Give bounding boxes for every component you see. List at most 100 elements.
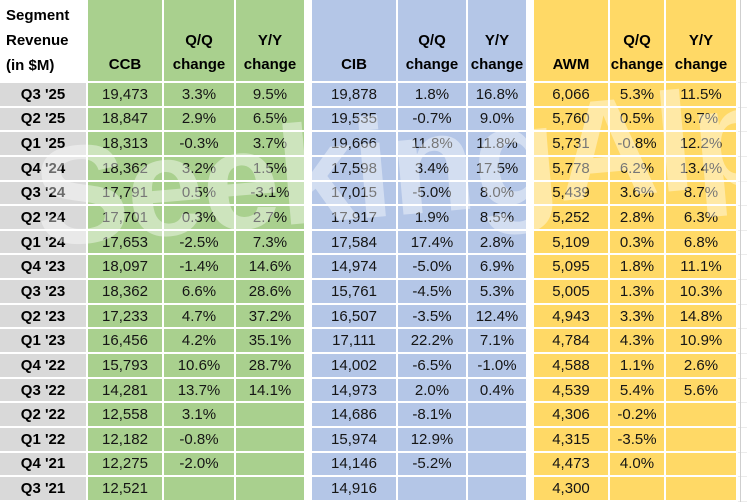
header-awm[interactable]: AWM xyxy=(534,0,610,83)
cell-awm-qq-change[interactable]: 0.5% xyxy=(610,107,666,133)
cell-awm-revenue[interactable]: 4,588 xyxy=(534,354,610,379)
cell-awm-yy-change[interactable]: 8.7% xyxy=(666,181,738,207)
cell-ccb-qq-change[interactable]: 0.3% xyxy=(164,206,236,231)
cell-ccb-revenue[interactable]: 18,313 xyxy=(88,132,164,157)
cell-cib-qq-change[interactable]: -5.0% xyxy=(398,181,468,207)
cell-awm-revenue[interactable]: 5,005 xyxy=(534,280,610,305)
cell-cib-yy-change[interactable]: 16.8% xyxy=(468,83,528,108)
cell-awm-revenue[interactable]: 5,252 xyxy=(534,206,610,231)
cell-ccb-yy-change[interactable] xyxy=(236,452,306,478)
cell-ccb-yy-change[interactable]: -3.1% xyxy=(236,181,306,207)
cell-cib-yy-change[interactable]: 8.0% xyxy=(468,181,528,207)
cell-cib-qq-change[interactable]: 22.2% xyxy=(398,329,468,355)
header-cib-yy-change[interactable]: Y/Y change xyxy=(468,0,528,83)
cell-ccb-qq-change[interactable]: -1.4% xyxy=(164,255,236,281)
cell-cib-revenue[interactable]: 14,916 xyxy=(312,477,398,502)
cell-ccb-qq-change[interactable]: -0.3% xyxy=(164,132,236,157)
cell-cib-qq-change[interactable]: 17.4% xyxy=(398,230,468,256)
cell-awm-revenue[interactable]: 4,315 xyxy=(534,427,610,453)
cell-cib-qq-change[interactable]: -4.5% xyxy=(398,280,468,305)
cell-ccb-revenue[interactable]: 18,362 xyxy=(88,280,164,305)
cell-cib-revenue[interactable]: 16,507 xyxy=(312,304,398,330)
cell-cib-qq-change[interactable]: 11.8% xyxy=(398,132,468,157)
cell-awm-qq-change[interactable]: 1.8% xyxy=(610,255,666,281)
cell-ccb-qq-change[interactable]: 3.3% xyxy=(164,83,236,108)
cell-awm-qq-change[interactable]: 4.3% xyxy=(610,329,666,355)
cell-ccb-qq-change[interactable]: 13.7% xyxy=(164,378,236,404)
cell-awm-revenue[interactable]: 5,731 xyxy=(534,132,610,157)
quarter-label[interactable]: Q2 '25 xyxy=(0,107,88,133)
cell-ccb-qq-change[interactable]: 3.2% xyxy=(164,156,236,182)
cell-awm-yy-change[interactable]: 11.5% xyxy=(666,83,738,108)
cell-cib-yy-change[interactable] xyxy=(468,403,528,428)
cell-cib-qq-change[interactable]: -6.5% xyxy=(398,354,468,379)
cell-ccb-revenue[interactable]: 18,847 xyxy=(88,107,164,133)
cell-cib-yy-change[interactable]: 11.8% xyxy=(468,132,528,157)
cell-awm-yy-change[interactable]: 6.8% xyxy=(666,230,738,256)
quarter-label[interactable]: Q1 '24 xyxy=(0,230,88,256)
cell-ccb-yy-change[interactable]: 3.7% xyxy=(236,132,306,157)
cell-ccb-revenue[interactable]: 15,793 xyxy=(88,354,164,379)
quarter-label[interactable]: Q1 '23 xyxy=(0,329,88,355)
cell-cib-qq-change[interactable]: -8.1% xyxy=(398,403,468,428)
cell-awm-qq-change[interactable]: 3.6% xyxy=(610,181,666,207)
cell-ccb-yy-change[interactable]: 14.6% xyxy=(236,255,306,281)
cell-ccb-revenue[interactable]: 16,456 xyxy=(88,329,164,355)
cell-cib-yy-change[interactable]: 2.8% xyxy=(468,230,528,256)
cell-awm-qq-change[interactable]: 2.8% xyxy=(610,206,666,231)
cell-cib-yy-change[interactable]: 7.1% xyxy=(468,329,528,355)
cell-awm-revenue[interactable]: 4,539 xyxy=(534,378,610,404)
cell-awm-yy-change[interactable]: 9.7% xyxy=(666,107,738,133)
cell-ccb-yy-change[interactable]: 35.1% xyxy=(236,329,306,355)
cell-awm-yy-change[interactable] xyxy=(666,427,738,453)
cell-ccb-revenue[interactable]: 14,281 xyxy=(88,378,164,404)
cell-ccb-revenue[interactable]: 19,473 xyxy=(88,83,164,108)
cell-awm-qq-change[interactable] xyxy=(610,477,666,502)
quarter-label[interactable]: Q4 '24 xyxy=(0,156,88,182)
cell-awm-qq-change[interactable]: 0.3% xyxy=(610,230,666,256)
cell-awm-yy-change[interactable]: 12.2% xyxy=(666,132,738,157)
cell-awm-yy-change[interactable]: 10.3% xyxy=(666,280,738,305)
cell-cib-yy-change[interactable]: -1.0% xyxy=(468,354,528,379)
cell-awm-qq-change[interactable]: -0.8% xyxy=(610,132,666,157)
corner-header-cell[interactable]: Segment Revenue (in $M) xyxy=(0,0,88,83)
cell-ccb-revenue[interactable]: 12,558 xyxy=(88,403,164,428)
cell-cib-revenue[interactable]: 17,598 xyxy=(312,156,398,182)
cell-ccb-yy-change[interactable] xyxy=(236,403,306,428)
cell-cib-yy-change[interactable]: 17.5% xyxy=(468,156,528,182)
cell-ccb-revenue[interactable]: 17,701 xyxy=(88,206,164,231)
quarter-label[interactable]: Q4 '21 xyxy=(0,452,88,478)
cell-awm-revenue[interactable]: 4,473 xyxy=(534,452,610,478)
cell-cib-revenue[interactable]: 14,002 xyxy=(312,354,398,379)
cell-cib-qq-change[interactable]: 3.4% xyxy=(398,156,468,182)
cell-cib-revenue[interactable]: 19,878 xyxy=(312,83,398,108)
cell-awm-qq-change[interactable]: 1.3% xyxy=(610,280,666,305)
cell-awm-qq-change[interactable]: 3.3% xyxy=(610,304,666,330)
cell-ccb-revenue[interactable]: 12,521 xyxy=(88,477,164,502)
cell-awm-revenue[interactable]: 6,066 xyxy=(534,83,610,108)
cell-cib-yy-change[interactable]: 8.5% xyxy=(468,206,528,231)
header-cib-qq-change[interactable]: Q/Q change xyxy=(398,0,468,83)
cell-ccb-revenue[interactable]: 12,275 xyxy=(88,452,164,478)
cell-awm-qq-change[interactable]: 5.3% xyxy=(610,83,666,108)
cell-awm-qq-change[interactable]: 4.0% xyxy=(610,452,666,478)
cell-awm-revenue[interactable]: 5,760 xyxy=(534,107,610,133)
cell-cib-revenue[interactable]: 15,761 xyxy=(312,280,398,305)
cell-cib-qq-change[interactable] xyxy=(398,477,468,502)
quarter-label[interactable]: Q4 '23 xyxy=(0,255,88,281)
cell-ccb-yy-change[interactable]: 28.7% xyxy=(236,354,306,379)
cell-ccb-qq-change[interactable]: 10.6% xyxy=(164,354,236,379)
quarter-label[interactable]: Q3 '24 xyxy=(0,181,88,207)
cell-ccb-yy-change[interactable]: 28.6% xyxy=(236,280,306,305)
cell-cib-qq-change[interactable]: -5.2% xyxy=(398,452,468,478)
cell-awm-qq-change[interactable]: 1.1% xyxy=(610,354,666,379)
cell-ccb-yy-change[interactable]: 37.2% xyxy=(236,304,306,330)
cell-cib-yy-change[interactable]: 9.0% xyxy=(468,107,528,133)
quarter-label[interactable]: Q3 '23 xyxy=(0,280,88,305)
cell-cib-revenue[interactable]: 14,974 xyxy=(312,255,398,281)
cell-cib-yy-change[interactable]: 6.9% xyxy=(468,255,528,281)
cell-ccb-qq-change[interactable]: 3.1% xyxy=(164,403,236,428)
cell-ccb-revenue[interactable]: 12,182 xyxy=(88,427,164,453)
header-cib[interactable]: CIB xyxy=(312,0,398,83)
cell-awm-yy-change[interactable] xyxy=(666,403,738,428)
